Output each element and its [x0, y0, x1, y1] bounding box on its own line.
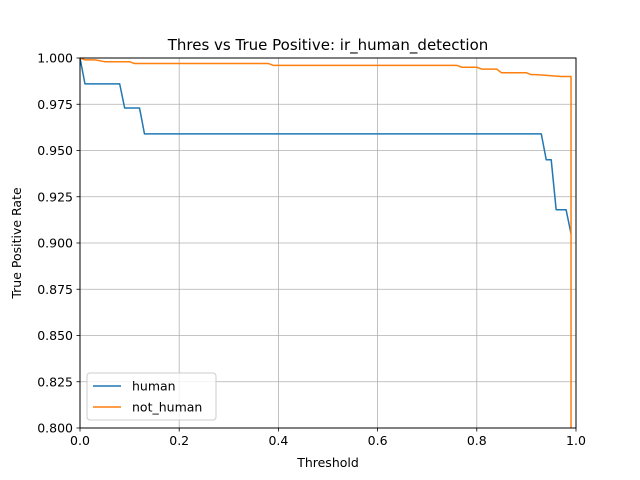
- series-group: [79, 57, 572, 428]
- x-tick-label: 0.0: [70, 433, 90, 448]
- y-tick-label: 0.900: [37, 236, 73, 251]
- y-axis: 0.800 0.825 0.850 0.875 0.900 0.925 0.950 0.975…: [37, 51, 80, 436]
- legend-label-human: human: [132, 379, 176, 394]
- y-tick-label: 0.800: [37, 421, 73, 436]
- x-tick-label: 1.0: [566, 433, 586, 448]
- series-line-human: [79, 57, 572, 234]
- legend-box: [86, 372, 217, 421]
- x-tick-label: 0.6: [368, 433, 388, 448]
- y-axis-label: True Positive Rate: [9, 187, 24, 300]
- legend: human not_human: [86, 372, 217, 421]
- x-tick-label: 0.8: [467, 433, 487, 448]
- chart-title: Thres vs True Positive: ir_human_detecti…: [167, 36, 489, 55]
- y-tick-label: 0.975: [37, 97, 73, 112]
- x-tick-label: 0.2: [169, 433, 189, 448]
- y-tick-label: 0.925: [37, 189, 73, 204]
- x-axis: 0.0 0.2 0.4 0.6 0.8 1.0: [70, 428, 586, 448]
- series-line-not-human: [79, 57, 572, 428]
- y-tick-label: 0.825: [37, 374, 73, 389]
- x-tick-label: 0.4: [268, 433, 288, 448]
- y-tick-label: 0.875: [37, 282, 73, 297]
- x-axis-label: Threshold: [296, 455, 359, 470]
- legend-label-not-human: not_human: [132, 400, 202, 415]
- y-tick-label: 1.000: [37, 51, 73, 66]
- y-tick-label: 0.950: [37, 143, 73, 158]
- y-tick-label: 0.850: [37, 328, 73, 343]
